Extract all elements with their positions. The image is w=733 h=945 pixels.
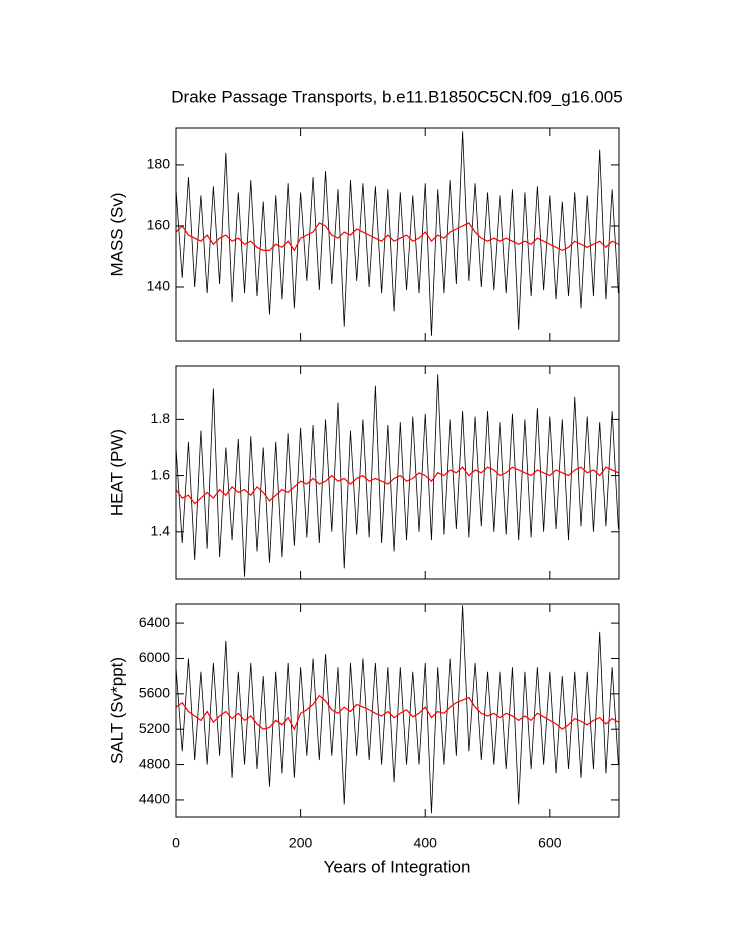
y-axis-label: HEAT (PW): [107, 429, 126, 516]
y-tick-label: 4400: [139, 791, 170, 807]
plot-frame: [175, 365, 620, 580]
y-tick-label: 1.4: [151, 522, 171, 538]
x-tick-label: 0: [172, 835, 180, 851]
data-line: [175, 131, 619, 336]
y-tick-label: 4800: [139, 755, 170, 771]
y-tick-label: 140: [147, 278, 171, 294]
data-line: [175, 605, 619, 814]
x-tick-label: 200: [289, 835, 313, 851]
y-tick-label: 6400: [139, 614, 170, 630]
plot-frame: [175, 603, 620, 818]
y-tick-label: 5200: [139, 720, 170, 736]
y-axis-label: MASS (Sv): [107, 192, 126, 276]
data-line: [175, 694, 619, 731]
y-tick-label: 1.6: [151, 466, 171, 482]
y-axis-label: SALT (Sv*ppt): [107, 657, 126, 764]
data-line: [175, 222, 619, 252]
y-tick-label: 6000: [139, 649, 170, 665]
x-tick-label: 600: [538, 835, 562, 851]
plot-frame: [175, 127, 620, 342]
data-line: [175, 374, 619, 577]
y-tick-label: 180: [147, 156, 171, 172]
chart-title: Drake Passage Transports, b.e11.B1850C5C…: [171, 87, 622, 106]
x-axis-label: Years of Integration: [324, 857, 471, 876]
y-tick-label: 1.8: [151, 410, 171, 426]
y-tick-label: 5600: [139, 685, 170, 701]
data-line: [175, 466, 619, 505]
x-tick-label: 400: [414, 835, 438, 851]
y-tick-label: 160: [147, 217, 171, 233]
